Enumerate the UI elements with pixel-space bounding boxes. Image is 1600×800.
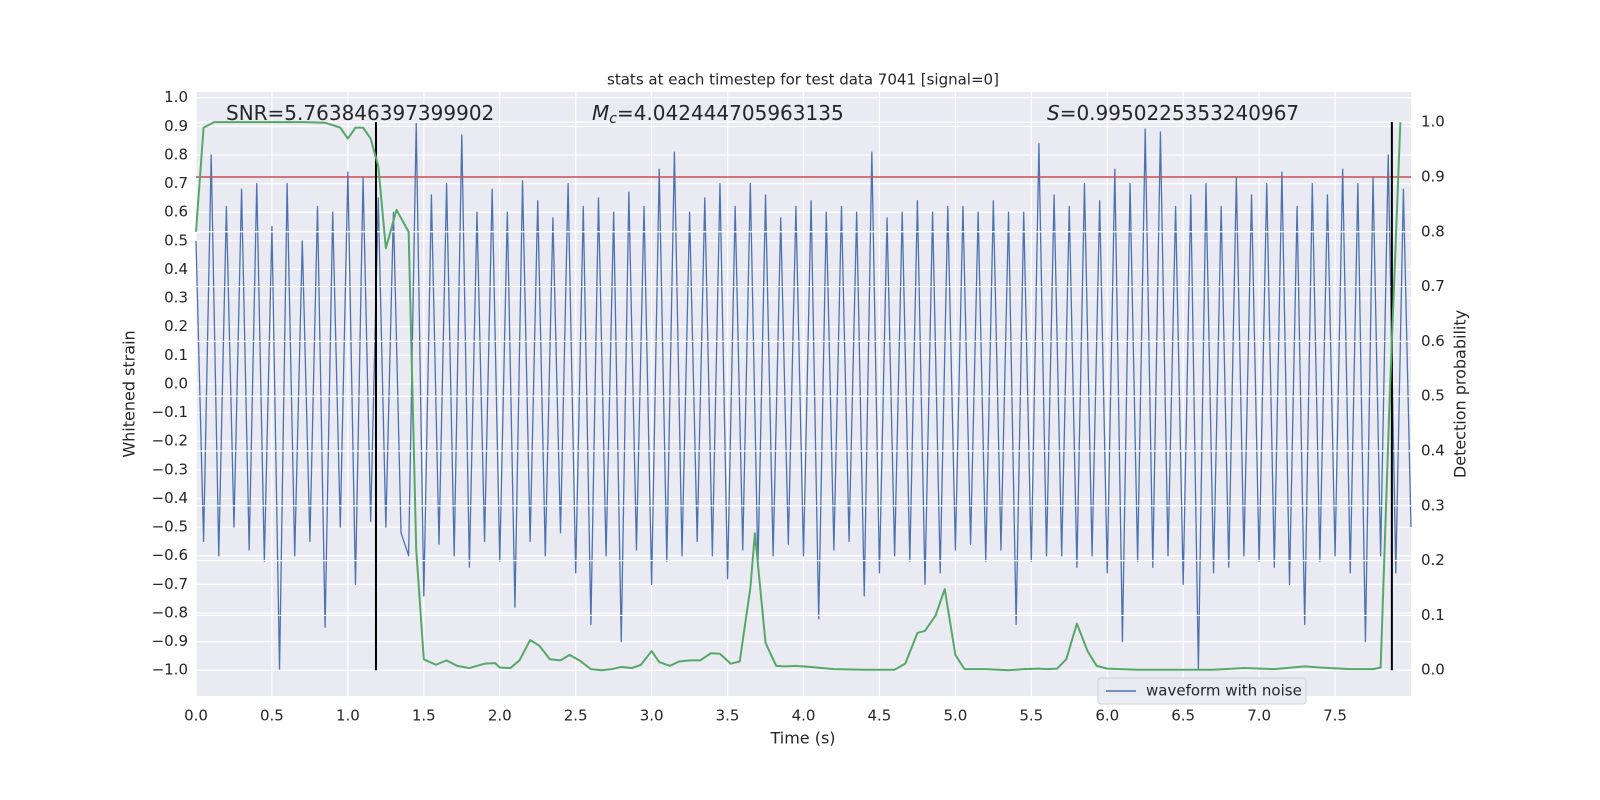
y-axis-label: Whitened strain [120,330,139,457]
y-tick-label: 1.0 [164,88,188,106]
x-tick-label: 3.5 [716,707,740,725]
y-tick-label: 0.0 [164,374,188,392]
x-tick-label: 4.0 [792,707,816,725]
x-tick-label: 2.0 [488,707,512,725]
y-tick-label: 0.6 [164,203,188,221]
annotation: S=0.9950225353240967 [1047,101,1299,125]
y-tick-label: 0.3 [164,289,188,307]
y-tick-label: 0.1 [164,346,188,364]
over-layer [195,121,1411,672]
waveform-line [195,122,1412,671]
y-tick-label: −0.4 [152,489,188,507]
y2-tick-label: 0.8 [1421,222,1445,240]
y2-tick-label: 0.2 [1421,551,1445,569]
y2-tick-label: 0.3 [1421,496,1445,514]
y-tick-label: −0.3 [152,460,188,478]
y-tick-label: −1.0 [152,661,188,679]
x-axis-label: Time (s) [769,729,835,748]
y2-tick-label: 0.0 [1421,661,1445,679]
x-tick-label: 5.5 [1019,707,1043,725]
y-tick-label: −0.5 [152,518,188,536]
annotation-text: =4.042444705963135 [617,101,844,125]
annotation: SNR=5.763846397399902 [226,101,494,125]
y2-tick-label: 0.5 [1421,387,1445,405]
y-tick-label: 0.8 [164,145,188,163]
under-layer [195,92,1412,696]
y-tick-label: −0.8 [152,603,188,621]
y2-tick-label: 1.0 [1421,113,1445,131]
x-tick-label: 3.0 [640,707,664,725]
legend-box [1097,677,1307,705]
y-tick-label: 0.2 [164,317,188,335]
y2-tick-label: 0.4 [1421,442,1445,460]
x-tick-label: 6.0 [1095,707,1119,725]
y2-tick-label: 0.9 [1421,167,1445,185]
y-tick-label: −0.1 [152,403,188,421]
x-tick-label: 7.0 [1247,707,1271,725]
x-tick-label: 0.5 [260,707,284,725]
y2-tick-label: 0.7 [1421,277,1445,295]
x-tick-label: 7.5 [1323,707,1347,725]
annotation-text: SNR=5.763846397399902 [226,101,494,125]
x-tick-label: 5.0 [943,707,967,725]
y-tick-label: 0.5 [164,231,188,249]
x-tick-label: 6.5 [1171,707,1195,725]
x-tick-label: 4.5 [868,707,892,725]
x-tick-label: 0.0 [184,707,208,725]
y-tick-label: −0.9 [152,632,188,650]
annotation-symbol: M [592,101,609,125]
y2-tick-label: 0.6 [1421,332,1445,350]
y2-tick-label: 0.1 [1421,606,1445,624]
y-tick-label: 0.4 [164,260,188,278]
y-tick-label: −0.7 [152,575,188,593]
y-tick-label: −0.2 [152,432,188,450]
y-tick-label: 0.9 [164,117,188,135]
annotation-subscript: c [609,111,617,127]
x-tick-label: 1.5 [412,707,436,725]
chart-title: stats at each timestep for test data 704… [607,71,999,89]
annotation: Mc=4.042444705963135 [592,101,844,128]
annotation-text: =0.9950225353240967 [1060,101,1299,125]
legend-label: waveform with noise [1146,682,1302,700]
probability-line [195,121,1402,672]
y-tick-label: 0.7 [164,174,188,192]
x-tick-label: 2.5 [564,707,588,725]
y-tick-label: −0.6 [152,546,188,564]
annotation-symbol: S [1047,101,1060,125]
x-tick-label: 1.0 [336,707,360,725]
y2-axis-label: Detection probability [1451,310,1470,478]
